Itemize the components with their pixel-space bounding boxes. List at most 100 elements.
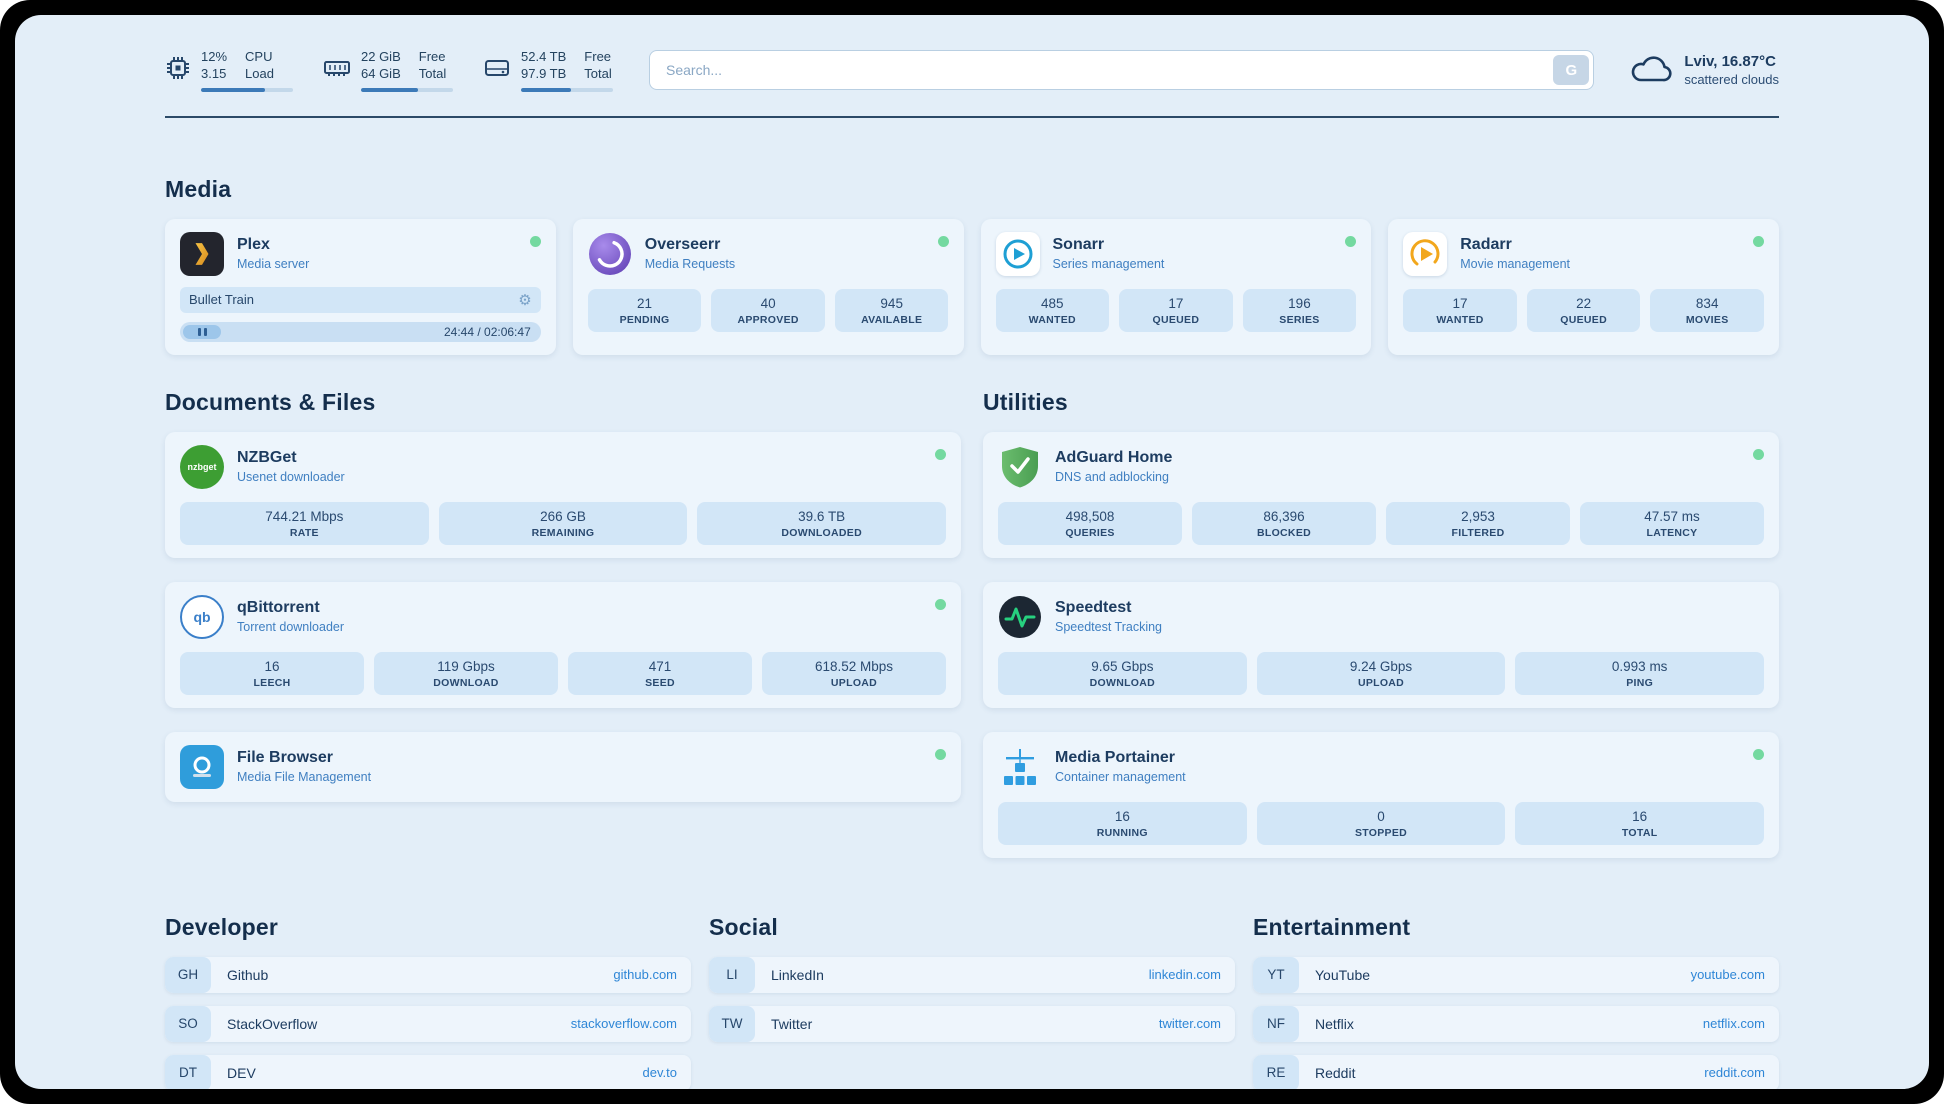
disk-progress-bar: [521, 87, 613, 92]
service-subtitle: Movie management: [1460, 257, 1571, 272]
bookmark-dev[interactable]: DT DEV dev.to: [165, 1054, 691, 1089]
stat-wanted: 17 WANTED: [1403, 288, 1517, 332]
service-name: qBittorrent: [237, 599, 320, 617]
bookmark-netflix[interactable]: NF Netflix netflix.com: [1253, 1005, 1779, 1042]
memory-free: 22 GiB: [361, 49, 401, 64]
disk-free-label: Free: [584, 49, 612, 64]
stat-leech: 16 LEECH: [180, 651, 364, 695]
bookmark-github[interactable]: GH Github github.com: [165, 956, 691, 993]
utilities-section-title: Utilities: [983, 388, 1068, 415]
stat-rate: 744.21 Mbps RATE: [180, 501, 429, 545]
filebrowser-icon: [180, 744, 224, 789]
utilities-section: Utilities AdGuard Home DNS and adblockin…: [983, 389, 1779, 858]
documents-section: Documents & Files nzbget NZBGet Usenet d…: [165, 389, 961, 802]
playback-progress-bar[interactable]: 24:44 / 02:06:47: [180, 321, 541, 342]
speedtest-icon: [998, 595, 1042, 639]
bookmark-url: github.com: [613, 967, 677, 983]
plex-icon: [180, 231, 224, 276]
service-name: NZBGet: [237, 449, 297, 467]
portainer-card[interactable]: Media Portainer Container management 16 R…: [983, 731, 1779, 858]
memory-icon: [323, 55, 351, 86]
plex-card[interactable]: Plex Media server Bullet Train ⚙ 24:44 /…: [165, 218, 556, 355]
adguard-card[interactable]: AdGuard Home DNS and adblocking 498,508 Q…: [983, 431, 1779, 558]
bookmark-abbr: RE: [1253, 1054, 1299, 1089]
stat-wanted: 485 WANTED: [995, 288, 1110, 332]
stat-upload: 618.52 Mbps UPLOAD: [762, 651, 946, 695]
service-subtitle: Container management: [1055, 770, 1186, 785]
bookmark-abbr: DT: [165, 1054, 211, 1089]
radarr-icon: [1403, 231, 1448, 276]
bookmark-linkedin[interactable]: LI LinkedIn linkedin.com: [709, 956, 1235, 993]
stat-ping: 0.993 ms PING: [1515, 651, 1765, 695]
now-playing-row: Bullet Train ⚙: [180, 286, 541, 313]
nzbget-card[interactable]: nzbget NZBGet Usenet downloader 744.21 M…: [165, 431, 961, 558]
qbittorrent-icon: qb: [180, 594, 224, 639]
cpu-widget: 12% 3.15 CPU Load: [165, 49, 293, 92]
cpu-label: CPU: [245, 49, 273, 64]
status-dot: [935, 598, 946, 610]
speedtest-card[interactable]: Speedtest Speedtest Tracking 9.65 Gbps DO…: [983, 581, 1779, 708]
bookmark-abbr: NF: [1253, 1005, 1299, 1042]
disk-free: 52.4 TB: [521, 49, 567, 64]
bookmark-name: Github: [227, 966, 269, 983]
bookmark-url: stackoverflow.com: [570, 1016, 677, 1032]
playback-time: 24:44 / 02:06:47: [444, 324, 531, 339]
bookmark-name: YouTube: [1315, 966, 1371, 983]
radarr-card[interactable]: Radarr Movie management 17 WANTED 22 QUEUE…: [1388, 218, 1779, 355]
service-name: File Browser: [237, 749, 334, 767]
qbittorrent-card[interactable]: qb qBittorrent Torrent downloader 16 LEEC…: [165, 581, 961, 708]
bookmark-url: twitter.com: [1158, 1016, 1221, 1032]
bookmark-youtube[interactable]: YT YouTube youtube.com: [1253, 956, 1779, 993]
bookmark-stackoverflow[interactable]: SO StackOverflow stackoverflow.com: [165, 1005, 691, 1042]
bookmark-abbr: GH: [165, 956, 211, 993]
service-name: Media Portainer: [1055, 749, 1176, 767]
cpu-load-value: 3.15: [201, 65, 227, 81]
service-name: Sonarr: [1052, 236, 1105, 254]
bookmark-name: Reddit: [1315, 1064, 1356, 1081]
weather-widget[interactable]: Lviv, 16.87°C scattered clouds: [1630, 53, 1779, 88]
bookmark-reddit[interactable]: RE Reddit reddit.com: [1253, 1054, 1779, 1089]
bookmark-url: dev.to: [642, 1065, 677, 1081]
memory-total-label: Total: [418, 65, 447, 81]
documents-section-title: Documents & Files: [165, 388, 376, 415]
service-subtitle: Torrent downloader: [237, 620, 345, 635]
memory-total: 64 GiB: [361, 65, 401, 81]
filebrowser-card[interactable]: File Browser Media File Management: [165, 731, 961, 802]
top-bar: 12% 3.15 CPU Load 22 GiB 64 GiB Free Total: [165, 49, 1779, 92]
bookmark-name: Twitter: [771, 1015, 813, 1032]
bookmark-group-entertainment: Entertainment YT YouTube youtube.com NF …: [1253, 914, 1779, 1089]
weather-condition: scattered clouds: [1684, 72, 1779, 88]
sonarr-card[interactable]: Sonarr Series management 485 WANTED 17 QUE…: [980, 218, 1372, 355]
service-subtitle: Series management: [1052, 257, 1165, 272]
nzbget-icon-label: nzbget: [187, 461, 217, 472]
bookmark-group-social: Social LI LinkedIn linkedin.com TW Twitt…: [709, 914, 1235, 1042]
stat-download: 119 Gbps DOWNLOAD: [374, 651, 558, 695]
memory-progress-bar: [361, 87, 453, 92]
stat-queued: 17 QUEUED: [1119, 288, 1233, 332]
search-input[interactable]: [649, 50, 1595, 91]
overseerr-icon: [588, 232, 632, 276]
pause-icon[interactable]: [183, 324, 221, 339]
gear-icon[interactable]: ⚙: [518, 291, 532, 309]
cpu-icon: [165, 55, 191, 86]
disk-icon: [483, 55, 511, 86]
bookmark-abbr: LI: [709, 956, 755, 993]
bookmark-abbr: TW: [709, 1005, 755, 1042]
service-subtitle: DNS and adblocking: [1055, 470, 1169, 485]
search-bar: G: [649, 50, 1595, 91]
nzbget-icon: nzbget: [180, 444, 224, 489]
search-provider-button[interactable]: G: [1553, 55, 1590, 86]
overseerr-card[interactable]: Overseerr Media Requests 21 PENDING 40 APP…: [572, 218, 964, 355]
service-name: AdGuard Home: [1055, 449, 1173, 467]
bookmark-url: youtube.com: [1690, 967, 1765, 983]
bookmark-twitter[interactable]: TW Twitter twitter.com: [709, 1005, 1235, 1042]
bookmark-name: Netflix: [1315, 1015, 1354, 1032]
status-dot: [1753, 235, 1764, 247]
status-dot: [1753, 748, 1764, 760]
status-dot: [529, 235, 541, 247]
stat-upload: 9.24 Gbps UPLOAD: [1256, 651, 1506, 695]
stat-available: 945 AVAILABLE: [834, 288, 949, 332]
portainer-icon: [998, 745, 1042, 789]
dashboard-page: 12% 3.15 CPU Load 22 GiB 64 GiB Free Total: [15, 15, 1929, 1089]
status-dot: [1753, 448, 1764, 460]
